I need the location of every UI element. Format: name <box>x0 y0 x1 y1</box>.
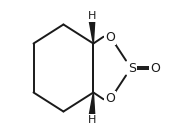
Polygon shape <box>89 92 95 115</box>
Text: O: O <box>105 31 115 44</box>
Text: O: O <box>105 92 115 105</box>
Text: S: S <box>128 61 136 75</box>
Polygon shape <box>89 21 95 44</box>
Text: O: O <box>150 61 160 75</box>
Text: H: H <box>88 115 96 125</box>
Text: H: H <box>88 11 96 21</box>
